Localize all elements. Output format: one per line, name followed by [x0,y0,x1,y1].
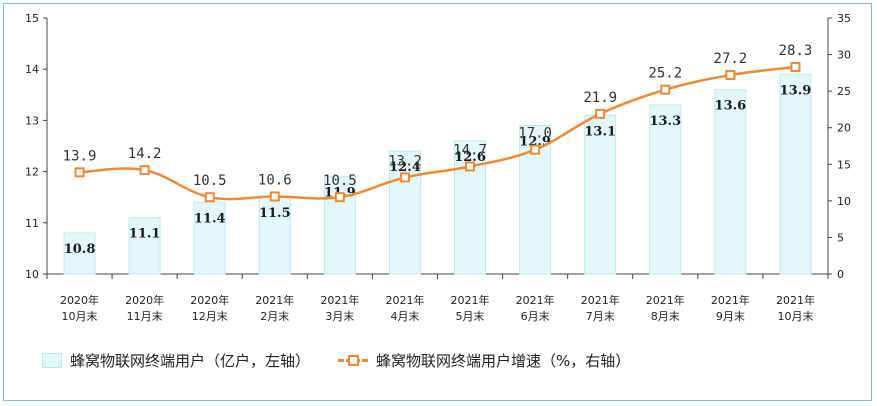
line-point [139,165,150,176]
chart-frame: 10 11 12 13 14 15 0 5 10 15 20 25 30 35 10.8 11.1 11.4 1… [3,3,872,401]
category-label-year: 2021年 [320,293,359,307]
bar [388,150,421,275]
right-tick-label: 10 [837,195,851,208]
category-label-month: 3月末 [325,309,354,323]
bar-value-label: 13.1 [584,124,616,139]
bar [584,114,617,275]
line-point [399,172,410,183]
legend-line-label: 蜂窝物联网终端用户增速（%，右轴） [376,352,631,370]
category-label-month: 4月末 [390,309,419,323]
category-label-month: 11月末 [127,309,163,323]
bar-value-label: 11.1 [129,227,161,242]
line-point [74,167,85,178]
category-label-month: 2月末 [260,309,289,323]
category-label-month: 5月末 [456,309,485,323]
legend-bar-label: 蜂窝物联网终端用户（亿户，左轴） [70,352,311,370]
bar [63,232,96,275]
bar-value-label: 10.8 [64,242,96,257]
line-point [790,62,801,73]
category-label-year: 2021年 [646,293,685,307]
line-value-label: 14.7 [453,142,487,158]
category-label-month: 6月末 [521,309,550,323]
left-tick-label: 11 [25,217,39,230]
right-tick-label: 20 [837,122,851,135]
line-value-label: 10.5 [323,173,357,189]
bar-value-label: 13.6 [715,99,747,114]
chart-legend: 蜂窝物联网终端用户（亿户，左轴） 蜂窝物联网终端用户增速（%，右轴） [42,350,658,371]
line-value-label: 13.2 [388,153,422,169]
line-value-label: 28.3 [779,43,813,59]
line-point [660,84,671,95]
line-value-label: 10.6 [258,172,292,188]
category-label-year: 2021年 [385,293,424,307]
left-tick-label: 15 [25,12,39,25]
right-tick-label: 15 [837,158,851,171]
line-value-label: 10.5 [193,173,227,189]
left-tick-label: 12 [25,166,39,179]
line-point [204,192,215,203]
line-point [595,108,606,119]
line-value-label: 17.0 [518,126,552,142]
left-tick-label: 13 [25,114,39,127]
line-point [725,70,736,81]
bar-value-label: 11.4 [194,211,226,226]
line-value-label: 27.2 [714,51,748,67]
line-value-label: 13.9 [63,148,97,164]
left-tick-label: 14 [25,63,39,76]
category-label-year: 2021年 [516,293,555,307]
bar-value-label: 12.4 [389,160,421,175]
legend-bar-swatch [42,353,62,368]
line-point [269,191,280,202]
category-label-year: 2020年 [125,293,164,307]
bar-value-label: 11.5 [259,206,291,221]
legend-item-bar: 蜂窝物联网终端用户（亿户，左轴） [42,350,310,371]
bar-value-label: 12.6 [454,150,486,165]
category-label-month: 12月末 [192,309,228,323]
bar [649,104,682,275]
right-tick-label: 0 [837,268,844,281]
legend-line-swatch [338,354,369,367]
line-value-label: 14.2 [128,146,162,162]
category-label-year: 2021年 [776,293,815,307]
bar [128,217,161,275]
right-tick-label: 5 [837,231,844,244]
chart-plot: 10 11 12 13 14 15 0 5 10 15 20 25 30 35 10.8 11.1 11.4 1… [25,12,851,323]
category-label-year: 2021年 [255,293,294,307]
bar [779,73,812,275]
category-label-year: 2020年 [60,293,99,307]
line-value-label: 25.2 [648,66,682,82]
line-point [465,161,476,172]
right-tick-label: 35 [837,12,851,25]
bar-value-label: 13.3 [649,114,681,129]
category-label-year: 2021年 [451,293,490,307]
bar [193,201,226,275]
right-tick-label: 30 [837,49,851,62]
line-point [530,144,541,155]
category-label-month: 7月末 [586,309,615,323]
category-label-year: 2021年 [581,293,620,307]
line-point [334,192,345,203]
category-label-month: 8月末 [651,309,680,323]
bar [714,89,747,275]
left-tick-label: 10 [25,268,39,281]
growth-line [79,65,796,201]
legend-item-line: 蜂窝物联网终端用户增速（%，右轴） [338,350,630,371]
category-label-month: 10月末 [777,309,813,323]
bar-value-label: 13.9 [780,83,812,98]
right-tick-label: 25 [837,85,851,98]
category-label-year: 2020年 [190,293,229,307]
category-label-month: 9月末 [716,309,745,323]
category-label-month: 10月末 [62,309,98,323]
category-label-year: 2021年 [711,293,750,307]
line-value-label: 21.9 [583,90,617,106]
